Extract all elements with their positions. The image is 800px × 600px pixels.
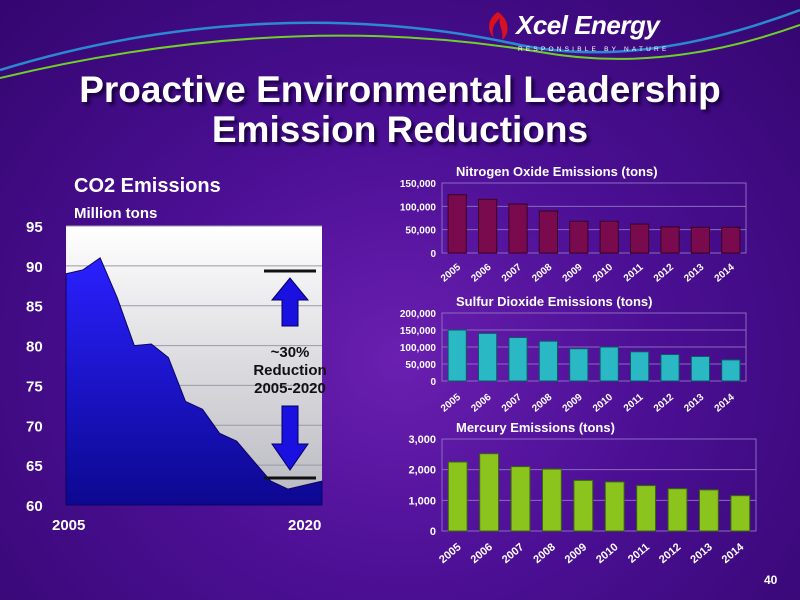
so2-bar xyxy=(599,346,619,382)
co2-chart-subtitle: Million tons xyxy=(74,205,157,222)
co2-area-series xyxy=(65,257,323,506)
co2-y-tick-label: 75 xyxy=(26,378,43,395)
annotation-years: 2005-2020 xyxy=(254,380,326,397)
nox-bar xyxy=(508,203,528,254)
hg-x-tick-label: 2009 xyxy=(563,541,589,566)
hg-x-tick-label: 2007 xyxy=(500,541,526,566)
nox-bar xyxy=(660,226,680,254)
down-arrow-icon xyxy=(271,405,309,471)
hg-y-tick-label: 0 xyxy=(430,526,436,538)
logo-name: Xcel Energy xyxy=(516,10,660,40)
slide-title-line-2: Emission Reductions xyxy=(211,109,589,150)
co2-y-tick-label: 70 xyxy=(26,418,43,435)
hg-x-tick-label: 2012 xyxy=(657,541,683,566)
so2-y-tick-label: 0 xyxy=(430,377,436,388)
so2-bar xyxy=(447,329,467,382)
so2-bar xyxy=(630,351,650,382)
nox-bar xyxy=(478,198,498,254)
co2-y-tick-label: 85 xyxy=(26,299,43,316)
nox-chart-title: Nitrogen Oxide Emissions (tons) xyxy=(456,164,658,179)
nox-y-tick-label: 0 xyxy=(430,249,436,260)
co2-y-tick-label: 80 xyxy=(26,339,43,356)
hg-x-tick-label: 2013 xyxy=(688,541,714,566)
nox-y-tick-label: 100,000 xyxy=(400,202,437,213)
co2-y-tick-label: 95 xyxy=(26,219,43,236)
so2-y-tick-label: 200,000 xyxy=(400,309,437,320)
nox-y-tick-label: 150,000 xyxy=(400,179,437,190)
hg-bar xyxy=(604,481,625,532)
so2-y-tick-label: 100,000 xyxy=(400,343,437,354)
nox-bar xyxy=(569,220,589,254)
hg-x-tick-label: 2010 xyxy=(594,541,620,566)
hg-bar xyxy=(699,489,719,532)
xcel-energy-logo: Xcel Energy RESPONSIBLE BY NATURE xyxy=(478,8,708,60)
co2-y-tick-label: 60 xyxy=(26,498,43,515)
so2-y-tick-label: 50,000 xyxy=(405,360,436,371)
so2-y-tick-label: 150,000 xyxy=(400,326,437,337)
hg-y-tick-label: 1,000 xyxy=(408,495,436,507)
so2-bar xyxy=(660,354,680,382)
hg-bar xyxy=(542,468,562,532)
hg-x-tick-label: 2005 xyxy=(437,541,463,566)
hg-x-tick-label: 2014 xyxy=(720,541,747,566)
hg-x-tick-label: 2011 xyxy=(626,541,652,566)
so2-bar xyxy=(569,348,589,382)
hg-bar xyxy=(573,479,594,532)
so2-bar xyxy=(721,359,741,382)
nox-bar xyxy=(690,226,710,254)
slide-title-line-1: Proactive Environmental Leadership xyxy=(79,69,721,110)
hg-x-tick-label: 2008 xyxy=(531,541,557,566)
nox-bar xyxy=(721,226,741,254)
nox-bar xyxy=(538,210,558,254)
nox-bar xyxy=(599,220,619,254)
hg-bar xyxy=(479,453,500,532)
hg-x-tick-label: 2006 xyxy=(469,541,495,566)
hg-bar xyxy=(636,485,657,532)
co2-x-tick-label: 2020 xyxy=(288,517,321,534)
flame-logo-icon xyxy=(489,12,508,40)
hg-y-tick-label: 2,000 xyxy=(408,465,436,477)
hg-y-tick-label: 3,000 xyxy=(408,434,436,446)
co2-y-tick-label: 65 xyxy=(26,458,43,475)
hg-bar xyxy=(730,495,751,532)
hg-bar xyxy=(510,466,531,532)
logo-tagline: RESPONSIBLE BY NATURE xyxy=(518,46,670,53)
co2-x-tick-label: 2005 xyxy=(52,517,85,534)
annotation-reduction: Reduction xyxy=(253,362,326,379)
so2-chart-title: Sulfur Dioxide Emissions (tons) xyxy=(456,294,652,309)
so2-bar xyxy=(508,337,528,382)
hg-chart-title: Mercury Emissions (tons) xyxy=(456,420,615,435)
hg-bar xyxy=(667,488,688,532)
header-swoosh-decoration xyxy=(0,8,800,79)
nox-bar xyxy=(447,194,467,254)
page-number: 40 xyxy=(764,573,778,587)
annotation-percent: ~30% xyxy=(271,344,310,361)
so2-bar xyxy=(538,340,558,382)
nox-y-tick-label: 50,000 xyxy=(405,226,436,237)
nox-bar xyxy=(630,223,650,254)
co2-chart-title: CO2 Emissions xyxy=(74,175,221,197)
so2-bar xyxy=(690,356,710,382)
up-arrow-icon xyxy=(270,277,310,327)
so2-bar xyxy=(478,332,498,382)
hg-bar xyxy=(447,461,468,532)
co2-y-tick-label: 90 xyxy=(26,259,43,276)
